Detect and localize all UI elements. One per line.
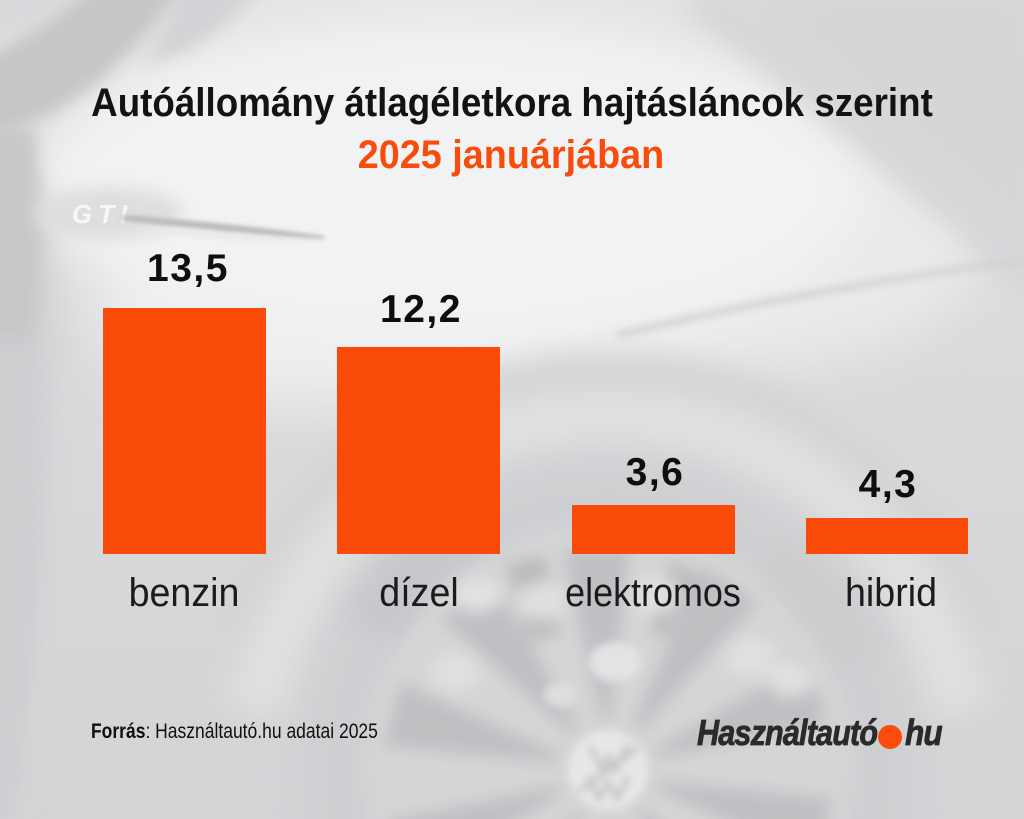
svg-text:GTI: GTI: [72, 199, 133, 229]
